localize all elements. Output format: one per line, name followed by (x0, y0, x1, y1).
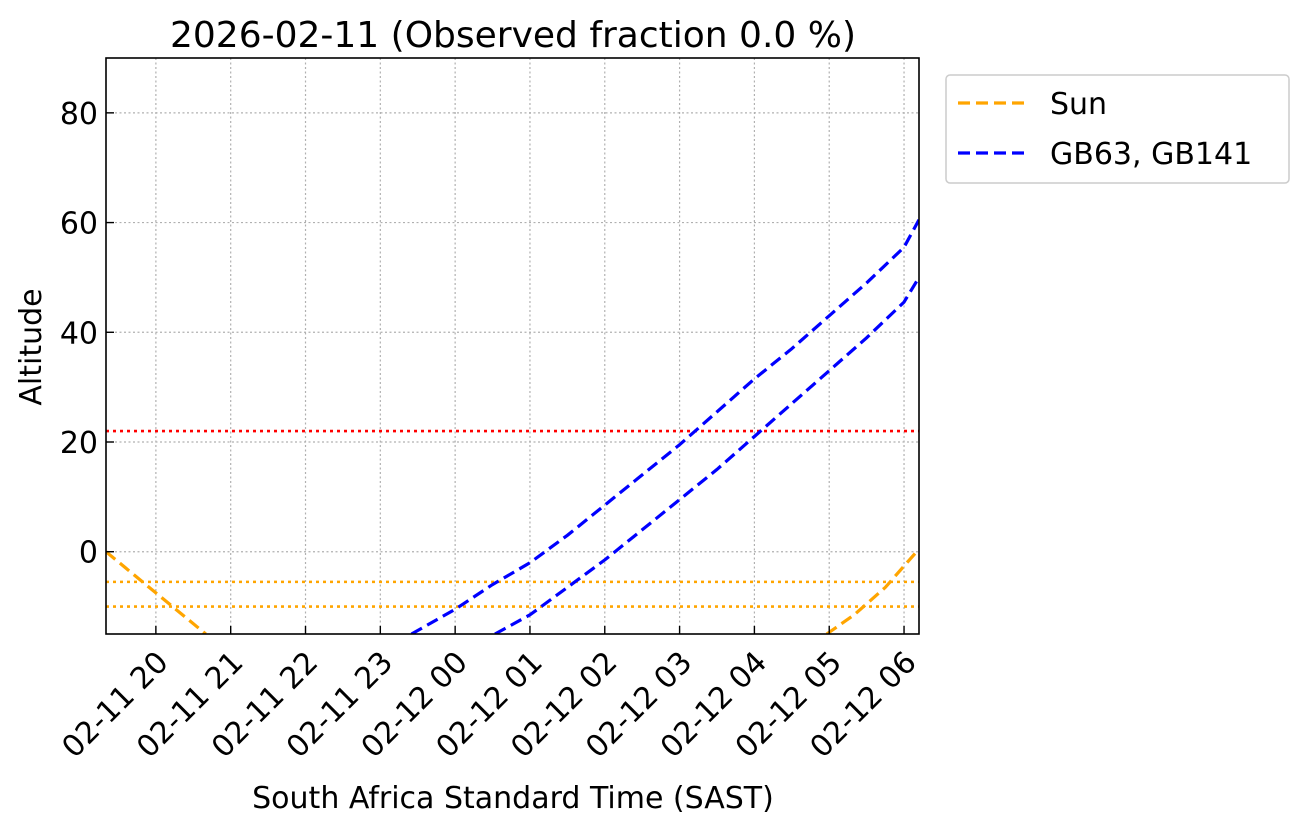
legend-label-0: Sun (1050, 87, 1107, 122)
y-tick-label-0: 0 (79, 536, 98, 571)
series-line-1 (825, 547, 919, 634)
series-line-0 (106, 550, 207, 634)
series-line-3 (494, 276, 919, 634)
y-axis-label: Altitude (14, 288, 49, 405)
y-tick-label-4: 80 (60, 97, 98, 132)
plot-frame (105, 57, 920, 635)
legend-label-1: GB63, GB141 (1050, 137, 1252, 172)
series-line-2 (410, 219, 919, 634)
legend: Sun GB63, GB141 (945, 74, 1290, 184)
chart-title: 2026-02-11 (Observed fraction 0.0 %) (170, 15, 856, 56)
y-tick-label-2: 40 (60, 316, 98, 351)
y-tick-label-3: 60 (60, 207, 98, 242)
x-axis-label: South Africa Standard Time (SAST) (252, 781, 774, 816)
y-tick-label-1: 20 (60, 426, 98, 461)
legend-box (945, 74, 1290, 184)
